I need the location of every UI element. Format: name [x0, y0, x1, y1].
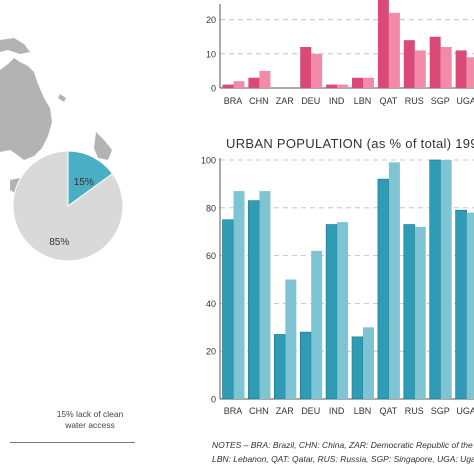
x-tick-label: BRA — [224, 406, 243, 416]
x-tick-label: LBN — [354, 96, 372, 106]
bar — [363, 327, 374, 399]
top-pink-bar-chart: 0 10 20 BRA CHN ZAR DEU IND LBN QAT RUS SGP UGA — [206, 0, 474, 106]
new-zealand-north — [94, 132, 112, 160]
x-tick-label: UGA — [456, 406, 474, 416]
bar — [377, 178, 390, 400]
caption-divider — [10, 442, 135, 443]
x-tick-label: IND — [329, 96, 345, 106]
bar — [455, 50, 467, 88]
bar — [388, 12, 400, 88]
bar — [273, 334, 286, 400]
bar — [248, 77, 260, 88]
x-tick-label: ZAR — [276, 96, 295, 106]
bar — [311, 53, 323, 88]
bar — [440, 47, 452, 88]
bar — [363, 77, 374, 88]
bar — [222, 84, 234, 88]
x-tick-label: LBN — [354, 406, 372, 416]
bar — [455, 209, 467, 400]
bar — [259, 70, 271, 88]
bar — [337, 222, 349, 399]
bar — [414, 50, 426, 88]
bar — [377, 0, 389, 88]
x-tick-label: CHN — [249, 406, 269, 416]
pie-slice — [67, 150, 114, 207]
new-caledonia-island — [58, 94, 66, 102]
x-tick-label: UGA — [456, 96, 474, 106]
bar — [414, 226, 426, 399]
notes-line2: LBN: Lebanon, QAT: Qatar, RUS: Russia, S… — [212, 454, 474, 464]
x-tick-label: DEU — [301, 96, 320, 106]
pie-slice — [12, 150, 124, 262]
bar — [259, 191, 271, 399]
pie-slice-label: 15% — [74, 177, 94, 188]
bar — [326, 84, 338, 88]
bar — [388, 162, 400, 399]
x-tick-label: BRA — [224, 96, 243, 106]
bar — [352, 77, 363, 88]
y-tick-label: 20 — [206, 347, 216, 357]
x-tick-label: ZAR — [276, 406, 295, 416]
y-tick-label: 80 — [206, 203, 216, 213]
bar — [351, 336, 364, 400]
chart-title: URBAN POPULATION (as % of total) 199 — [226, 136, 474, 151]
y-tick-label: 100 — [201, 156, 216, 166]
bar — [222, 219, 234, 400]
bar — [248, 200, 260, 400]
bar — [285, 279, 297, 399]
bar — [429, 36, 441, 88]
bar — [337, 84, 349, 88]
australia-landmass — [0, 58, 52, 160]
bar — [233, 191, 245, 399]
bar — [299, 331, 312, 400]
new-guinea-island — [0, 38, 30, 54]
notes-line1: NOTES – BRA: Brazil, CHN: China, ZAR: De… — [212, 440, 474, 450]
bar — [466, 57, 474, 88]
x-tick-label: SGP — [431, 96, 450, 106]
bar — [429, 159, 442, 400]
y-tick-label: 40 — [206, 299, 216, 309]
pie-caption-line2: water access — [65, 420, 115, 430]
water-access-pie: 15% 85% — [12, 150, 124, 262]
y-tick-label: 20 — [206, 15, 216, 25]
y-tick-label: 10 — [206, 49, 216, 59]
bar — [233, 81, 245, 88]
x-tick-label: QAT — [379, 406, 397, 416]
y-tick-label: 60 — [206, 251, 216, 261]
x-tick-label: SGP — [431, 406, 450, 416]
bar — [311, 250, 323, 399]
urban-population-bar-chart: URBAN POPULATION (as % of total) 199 0 20 4… — [201, 136, 474, 416]
x-tick-label: RUS — [405, 406, 424, 416]
x-tick-label: DEU — [301, 406, 320, 416]
x-tick-label: QAT — [379, 96, 397, 106]
bar — [466, 212, 474, 399]
pie-caption-line1: 15% lack of clean — [56, 409, 124, 419]
y-tick-label: 0 — [211, 395, 216, 405]
x-tick-label: RUS — [405, 96, 424, 106]
bar — [440, 160, 452, 399]
x-tick-label: IND — [329, 406, 345, 416]
bar — [403, 224, 416, 400]
bar — [403, 40, 415, 88]
bar — [300, 47, 312, 88]
x-tick-label: CHN — [249, 96, 269, 106]
bar — [325, 224, 338, 400]
pie-slice-label: 85% — [49, 237, 69, 248]
y-tick-label: 0 — [211, 84, 216, 94]
